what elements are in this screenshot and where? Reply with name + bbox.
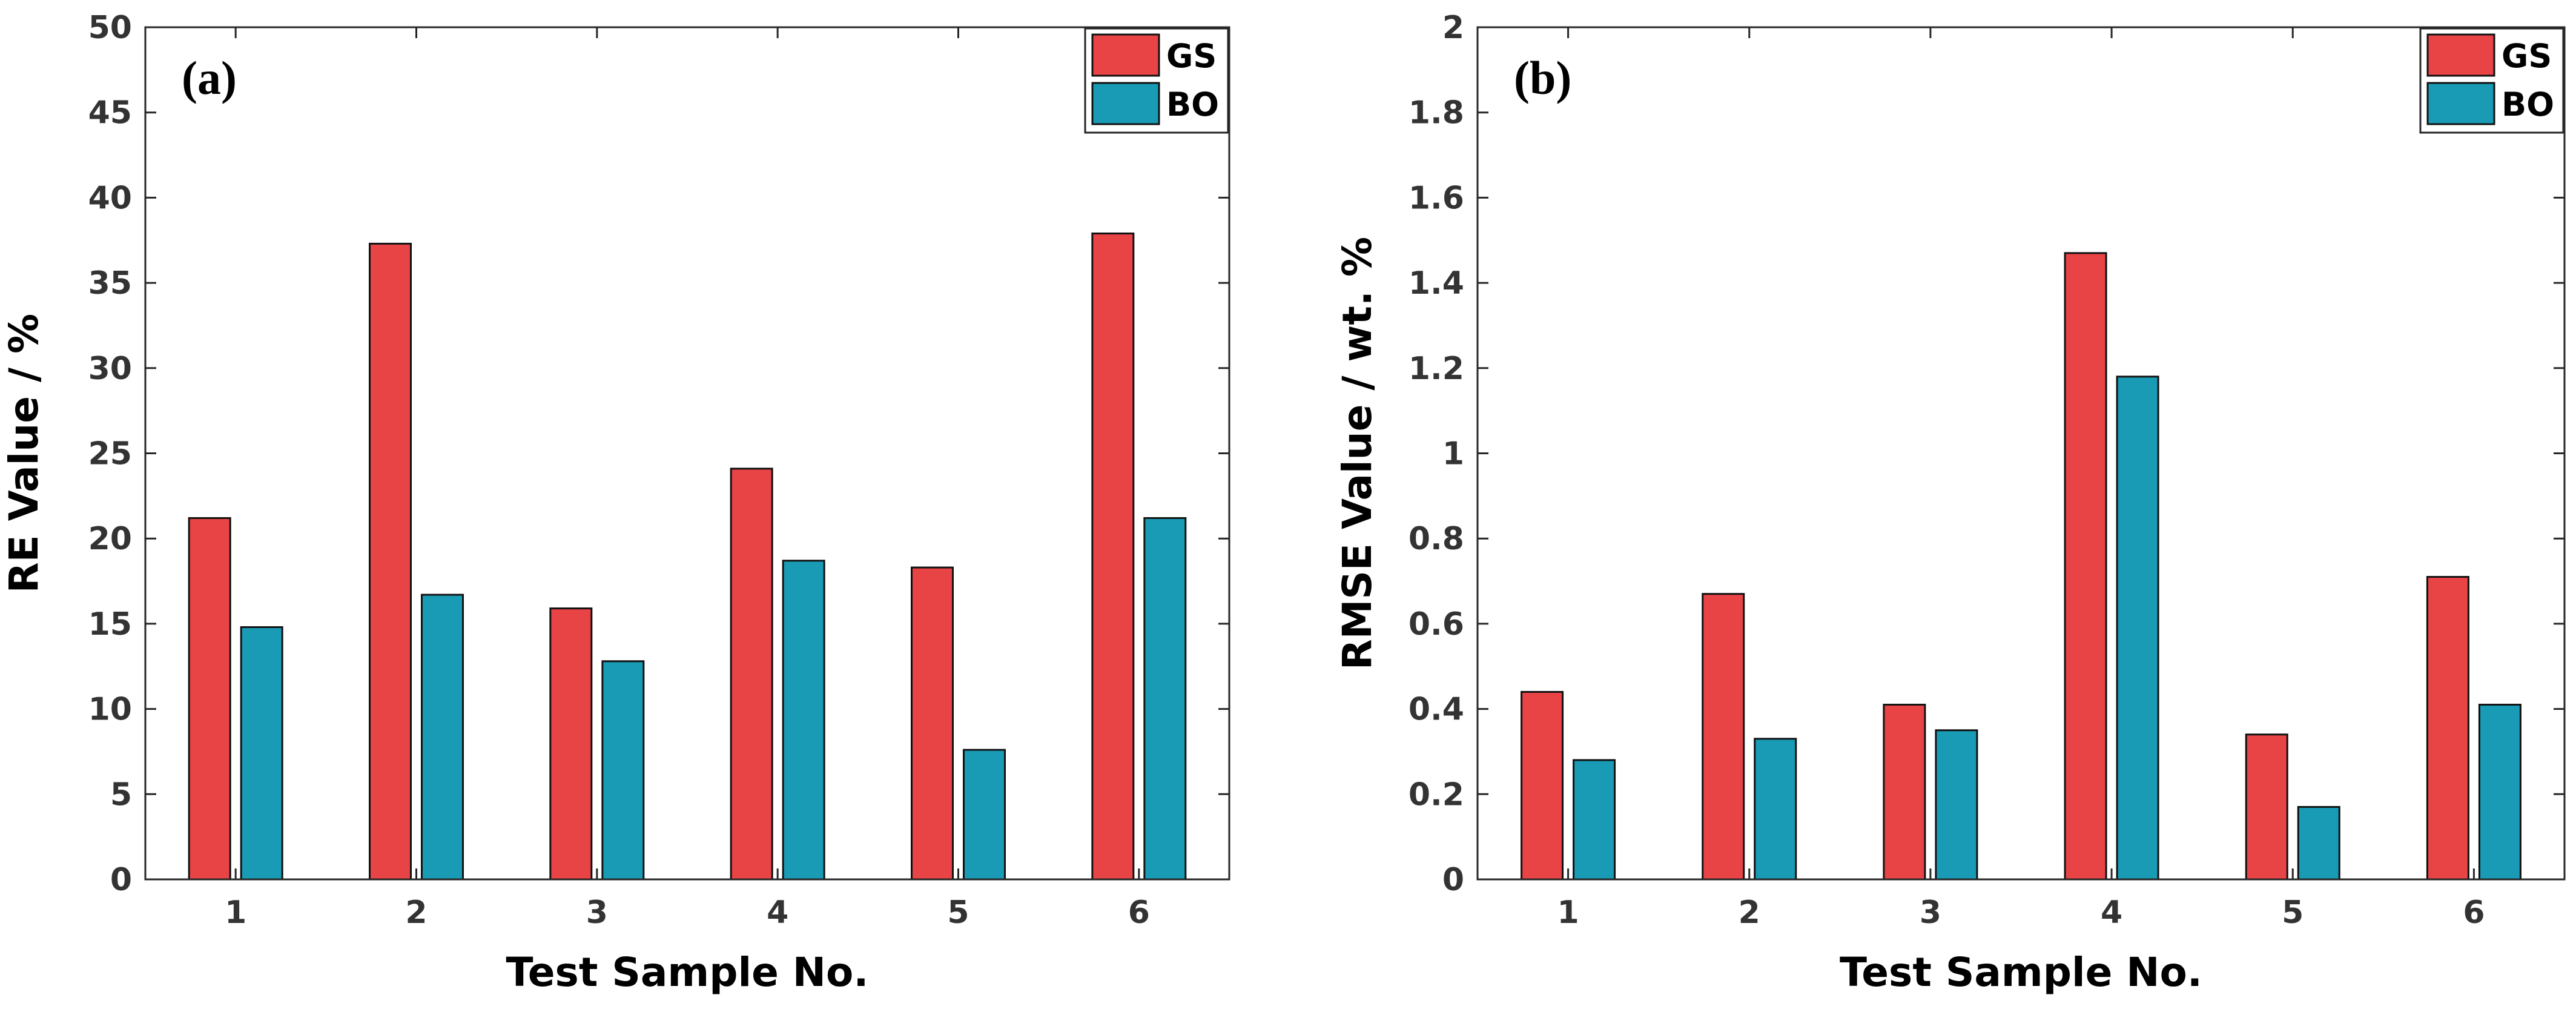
chart-1-xtick-label: 6 (2463, 895, 2485, 931)
chart-1-ytick-label: 0.4 (1409, 692, 1464, 728)
chart-1-ytick-label: 0.6 (1409, 606, 1464, 643)
chart-0-legend-swatch-bo (1091, 82, 1160, 125)
chart-1: 0 0.2 0.4 0.6 0.8 1 1.2 1.4 1.6 1.8 2 1 2 3 4 5 6 Test Sa… (1334, 10, 2566, 996)
chart-1-ytick-label: 0.2 (1409, 776, 1464, 813)
chart-1-bar-gs-6 (2426, 576, 2469, 881)
chart-1-bar-bo-6 (2478, 704, 2522, 881)
chart-0-bar-bo-4 (782, 560, 825, 881)
chart-0-ylabel: RE Value / % (1, 314, 47, 593)
chart-1-bar-gs-1 (1521, 690, 1564, 881)
chart-1-ytick-label: 1 (1442, 436, 1464, 472)
chart-0-xtick-label: 5 (947, 895, 969, 931)
chart-0-bar-gs-5 (911, 566, 954, 881)
chart-0-ytick-label: 25 (88, 436, 132, 472)
chart-0-xtick-label: 2 (405, 895, 427, 931)
chart-0-ytick-label: 50 (88, 10, 132, 46)
chart-0-ytick-label: 35 (88, 265, 132, 302)
chart-1-ytick-label: 0 (1442, 862, 1464, 898)
chart-0-ytick-label: 15 (88, 606, 132, 643)
chart-0-axes-frame (144, 26, 1230, 881)
chart-0-bar-gs-6 (1091, 232, 1135, 881)
chart-0-bar-bo-5 (963, 749, 1006, 881)
chart-0-ytick-label: 5 (110, 776, 132, 813)
chart-1-xtick-label: 4 (2101, 895, 2122, 931)
chart-1-ylabel: RMSE Value / wt. % (1334, 237, 1381, 670)
chart-0-ytick-label: 10 (88, 692, 132, 728)
chart-0-xlabel: Test Sample No. (506, 949, 869, 996)
chart-0-legend: GS BO (1084, 27, 1229, 134)
chart-0-panel-label: (a) (182, 51, 237, 104)
chart-1-ytick-label: 1.8 (1409, 95, 1464, 131)
chart-0-bar-gs-2 (369, 242, 412, 881)
chart-1-xlabel: Test Sample No. (1840, 949, 2202, 996)
chart-0-bar-bo-6 (1143, 517, 1187, 881)
chart-1-axes-frame (1476, 26, 2566, 881)
chart-1-ytick-label: 2 (1442, 10, 1464, 46)
chart-0-legend-label-gs: GS (1166, 37, 1217, 75)
chart-1-legend-label-bo: BO (2502, 85, 2554, 124)
chart-1-bar-gs-4 (2064, 252, 2107, 881)
chart-0-bar-gs-1 (188, 517, 231, 881)
chart-0-ytick-label: 40 (88, 180, 132, 216)
chart-1-xtick-label: 5 (2282, 895, 2304, 931)
chart-1-bar-gs-5 (2245, 733, 2288, 881)
chart-0-ytick-label: 20 (88, 521, 132, 557)
chart-1-xtick-label: 2 (1739, 895, 1760, 931)
chart-0-xtick-label: 4 (767, 895, 788, 931)
chart-1-bar-bo-4 (2116, 375, 2159, 881)
chart-1-bar-bo-2 (1754, 738, 1797, 881)
chart-0-bar-bo-3 (601, 660, 645, 881)
chart-0-ytick-label: 30 (88, 351, 132, 387)
chart-1-legend-swatch-bo (2426, 82, 2495, 125)
chart-0-bar-gs-4 (730, 468, 773, 881)
chart-0-xtick-label: 6 (1128, 895, 1150, 931)
chart-1-ytick-label: 1.6 (1409, 180, 1464, 216)
chart-1-legend-label-gs: GS (2502, 37, 2552, 75)
chart-1-legend: GS BO (2419, 27, 2564, 134)
chart-1-xtick-label: 3 (1920, 895, 1941, 931)
chart-0-legend-label-bo: BO (1166, 85, 1219, 124)
chart-1-panel-label: (b) (1514, 51, 1571, 104)
chart-0-xtick-label: 1 (225, 895, 246, 931)
chart-0-ytick-label: 0 (110, 862, 132, 898)
chart-1-bar-bo-5 (2297, 805, 2340, 881)
chart-0-ytick-label: 45 (88, 95, 132, 131)
chart-0-bar-gs-3 (549, 607, 593, 881)
chart-0-legend-swatch-gs (1091, 33, 1160, 77)
chart-1-bar-bo-1 (1573, 759, 1616, 881)
chart-1-bar-bo-3 (1935, 729, 1978, 881)
chart-1-bar-gs-3 (1883, 704, 1926, 881)
chart-1-xtick-label: 1 (1557, 895, 1579, 931)
chart-1-ytick-label: 1.4 (1409, 265, 1464, 302)
chart-0-xtick-label: 3 (586, 895, 608, 931)
chart-1-ytick-label: 1.2 (1409, 351, 1464, 387)
chart-0-bar-bo-2 (421, 594, 464, 881)
chart-0-bar-bo-1 (240, 626, 283, 881)
chart-1-bar-gs-2 (1702, 593, 1745, 881)
chart-1-ytick-label: 0.8 (1409, 521, 1464, 557)
chart-1-legend-swatch-gs (2426, 33, 2495, 77)
